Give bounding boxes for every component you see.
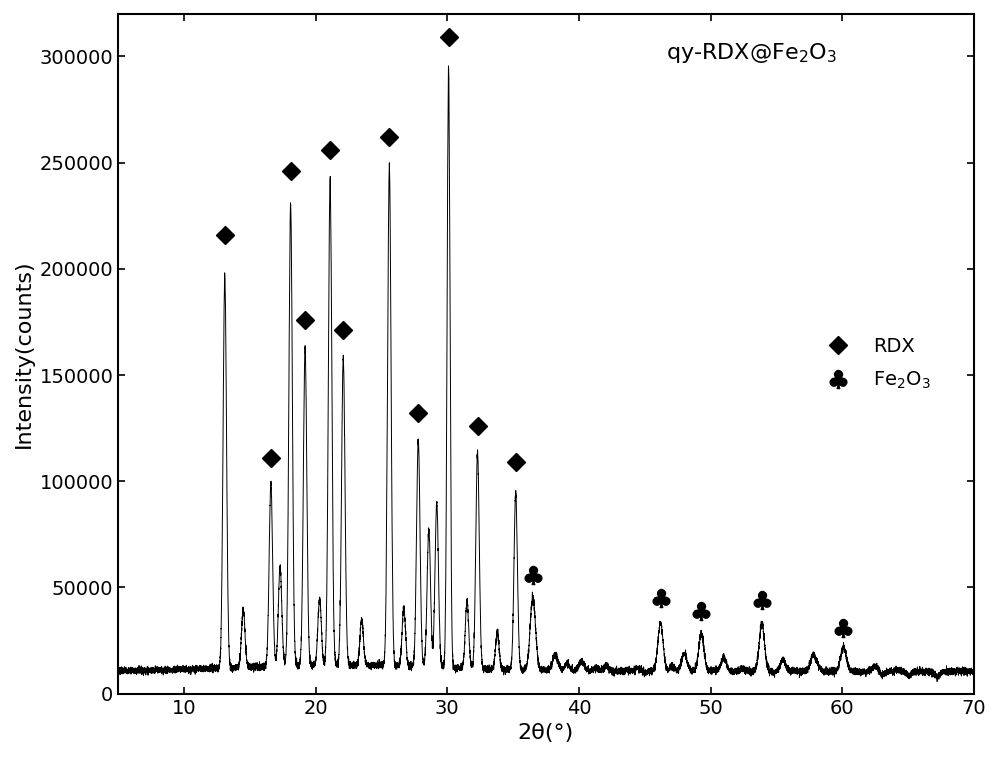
X-axis label: 2θ(°): 2θ(°): [518, 723, 574, 743]
Y-axis label: Intensity(counts): Intensity(counts): [14, 260, 34, 448]
Legend: RDX, Fe$_2$O$_3$: RDX, Fe$_2$O$_3$: [811, 329, 938, 398]
Text: qy-RDX@Fe$_2$O$_3$: qy-RDX@Fe$_2$O$_3$: [666, 41, 837, 65]
